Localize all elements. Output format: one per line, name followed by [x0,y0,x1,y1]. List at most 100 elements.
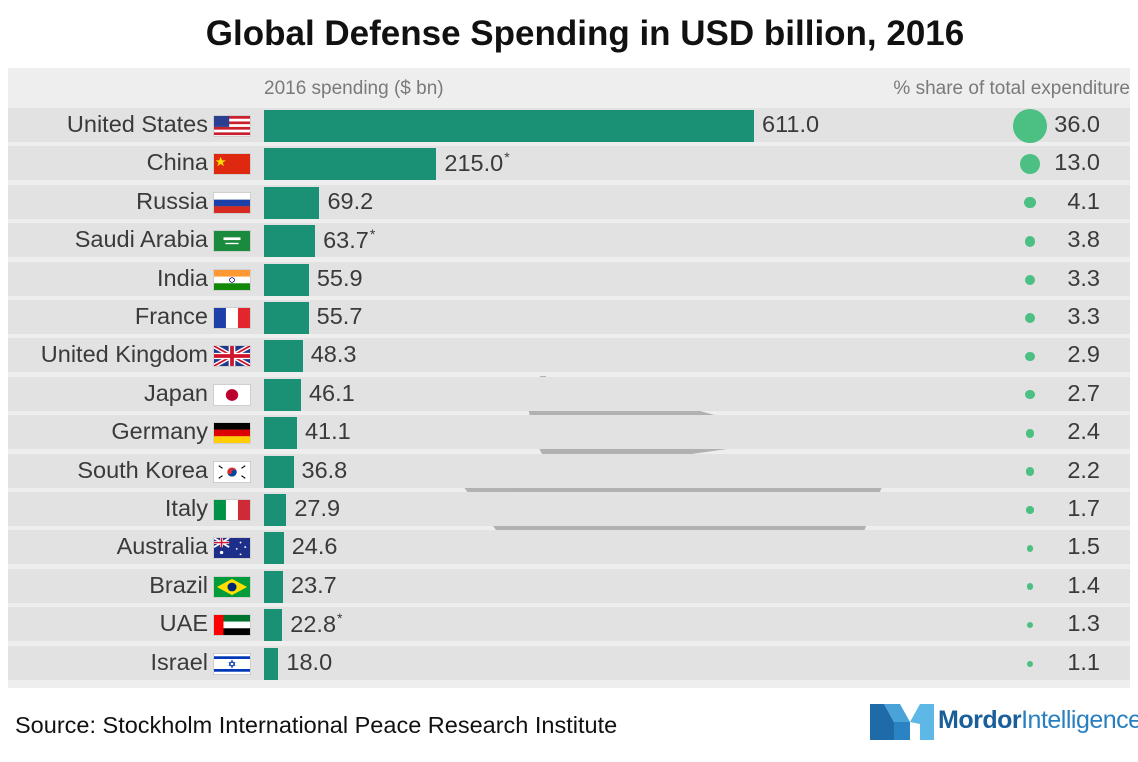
table-row: South Korea 36.8 2.2 [8,453,1130,488]
country-label: Saudi Arabia [74,226,208,253]
mordor-logo-mark-icon [870,704,934,740]
spending-bar [264,378,301,411]
share-dot [1026,544,1034,552]
share-dot [1024,235,1036,247]
share-dot [1024,312,1036,324]
us-flag-icon [213,115,251,137]
share-dot [1027,660,1033,667]
spending-bar [264,609,283,642]
spending-value-label: 63.7* [323,226,376,254]
country-label: Italy [164,495,208,521]
spending-value-label: 18.0 [286,648,333,675]
fr-flag-icon [213,307,251,329]
spending-value-label: 48.3 [310,341,357,368]
share-dot [1024,274,1036,285]
share-value-label: 36.0 [1054,111,1100,137]
country-label: France [134,303,208,329]
spending-bar [264,647,279,680]
table-row: Russia 69.2 4.1 [8,184,1130,219]
uk-flag-icon [213,345,251,368]
spending-bar [264,148,437,181]
spending-bar [264,225,316,258]
logo-word-mordor: Mordor [938,706,1022,734]
share-dot [1025,390,1035,400]
share-dot [1026,621,1034,629]
table-row: United States 611.0 36.0 [8,108,1130,143]
spending-bar [264,494,287,526]
spending-value-label: 215.0* [444,149,510,177]
spending-value-label: 69.2 [327,187,374,214]
mordor-intelligence-logo: MordorIntelligence [870,702,1138,742]
table-row: Israel 18.0 1.1 [8,645,1130,680]
spending-bar [264,302,309,334]
au-flag-icon [213,537,251,560]
share-value-label: 1.5 [1067,533,1100,560]
share-dot [1024,197,1036,209]
logo-word-intelligence: Intelligence [1021,706,1138,734]
il-flag-icon [213,652,251,675]
ae-flag-icon [213,614,251,637]
de-flag-icon [213,422,251,445]
spending-value-label: 46.1 [308,379,355,406]
spending-bar [264,263,309,296]
table-row: France 55.7 3.3 [8,300,1130,334]
table-row: Saudi Arabia 63.7* 3.8 [8,223,1130,258]
share-dot [1026,506,1034,514]
share-dot [1019,154,1041,175]
spending-value-label: 41.1 [304,418,351,445]
share-dot [1025,467,1035,476]
share-value-label: 1.3 [1067,610,1100,637]
spending-value-label: 22.8* [290,610,343,638]
country-label: UAE [159,610,208,637]
chart-panel: 2016 spending ($ bn) % share of total ex… [8,68,1130,688]
estimate-asterisk: * [337,610,343,627]
cn-flag-icon [213,153,251,176]
share-value-label: 1.7 [1067,495,1100,521]
table-row: Japan 46.1 2.7 [8,376,1130,411]
spending-value-label: 611.0 [762,111,820,137]
country-label: China [146,149,208,176]
ru-flag-icon [213,191,251,214]
country-label: Israel [150,648,208,675]
source-note: Source: Stockholm International Peace Re… [15,712,618,738]
country-label: Russia [136,187,208,214]
spending-value-label: 55.7 [316,303,363,329]
spending-value-label: 36.8 [301,456,348,483]
share-column-header: % share of total expenditure [893,78,1130,99]
table-row: UAE 22.8* 1.3 [8,607,1130,642]
estimate-asterisk: * [504,149,510,166]
spending-value-label: 23.7 [291,571,337,598]
in-flag-icon [213,268,251,291]
country-label: Japan [143,379,208,406]
table-row: China 215.0* 13.0 [8,146,1130,181]
spending-bar [264,186,320,219]
table-row: Germany 41.1 2.4 [8,415,1130,450]
share-value-label: 13.0 [1054,149,1100,176]
kr-flag-icon [213,460,251,483]
share-value-label: 2.4 [1067,418,1100,445]
country-label: Brazil [149,571,208,598]
share-value-label: 3.8 [1067,226,1100,253]
spending-bar [264,455,294,488]
share-value-label: 2.2 [1067,456,1100,483]
it-flag-icon [213,499,251,521]
jp-flag-icon [213,383,251,406]
share-dot [1013,109,1047,143]
country-label: South Korea [77,456,208,483]
spending-bar [264,570,283,603]
share-value-label: 3.3 [1067,264,1100,291]
country-label: Germany [111,418,208,445]
share-dot [1026,583,1034,591]
country-label: United Kingdom [40,341,208,368]
table-row: United Kingdom 48.3 2.9 [8,338,1130,373]
country-label: India [157,264,208,291]
share-value-label: 1.1 [1067,648,1100,675]
sa-flag-icon [213,230,251,253]
share-value-label: 4.1 [1067,187,1100,214]
spending-value-label: 24.6 [291,533,338,560]
share-value-label: 2.7 [1067,379,1100,406]
chart-title: Global Defense Spending in USD billion, … [205,14,965,53]
spending-value-label: 27.9 [294,495,341,521]
table-row: Brazil 23.7 1.4 [8,568,1130,603]
logo-wordmark: MordorIntelligence [938,706,1138,735]
